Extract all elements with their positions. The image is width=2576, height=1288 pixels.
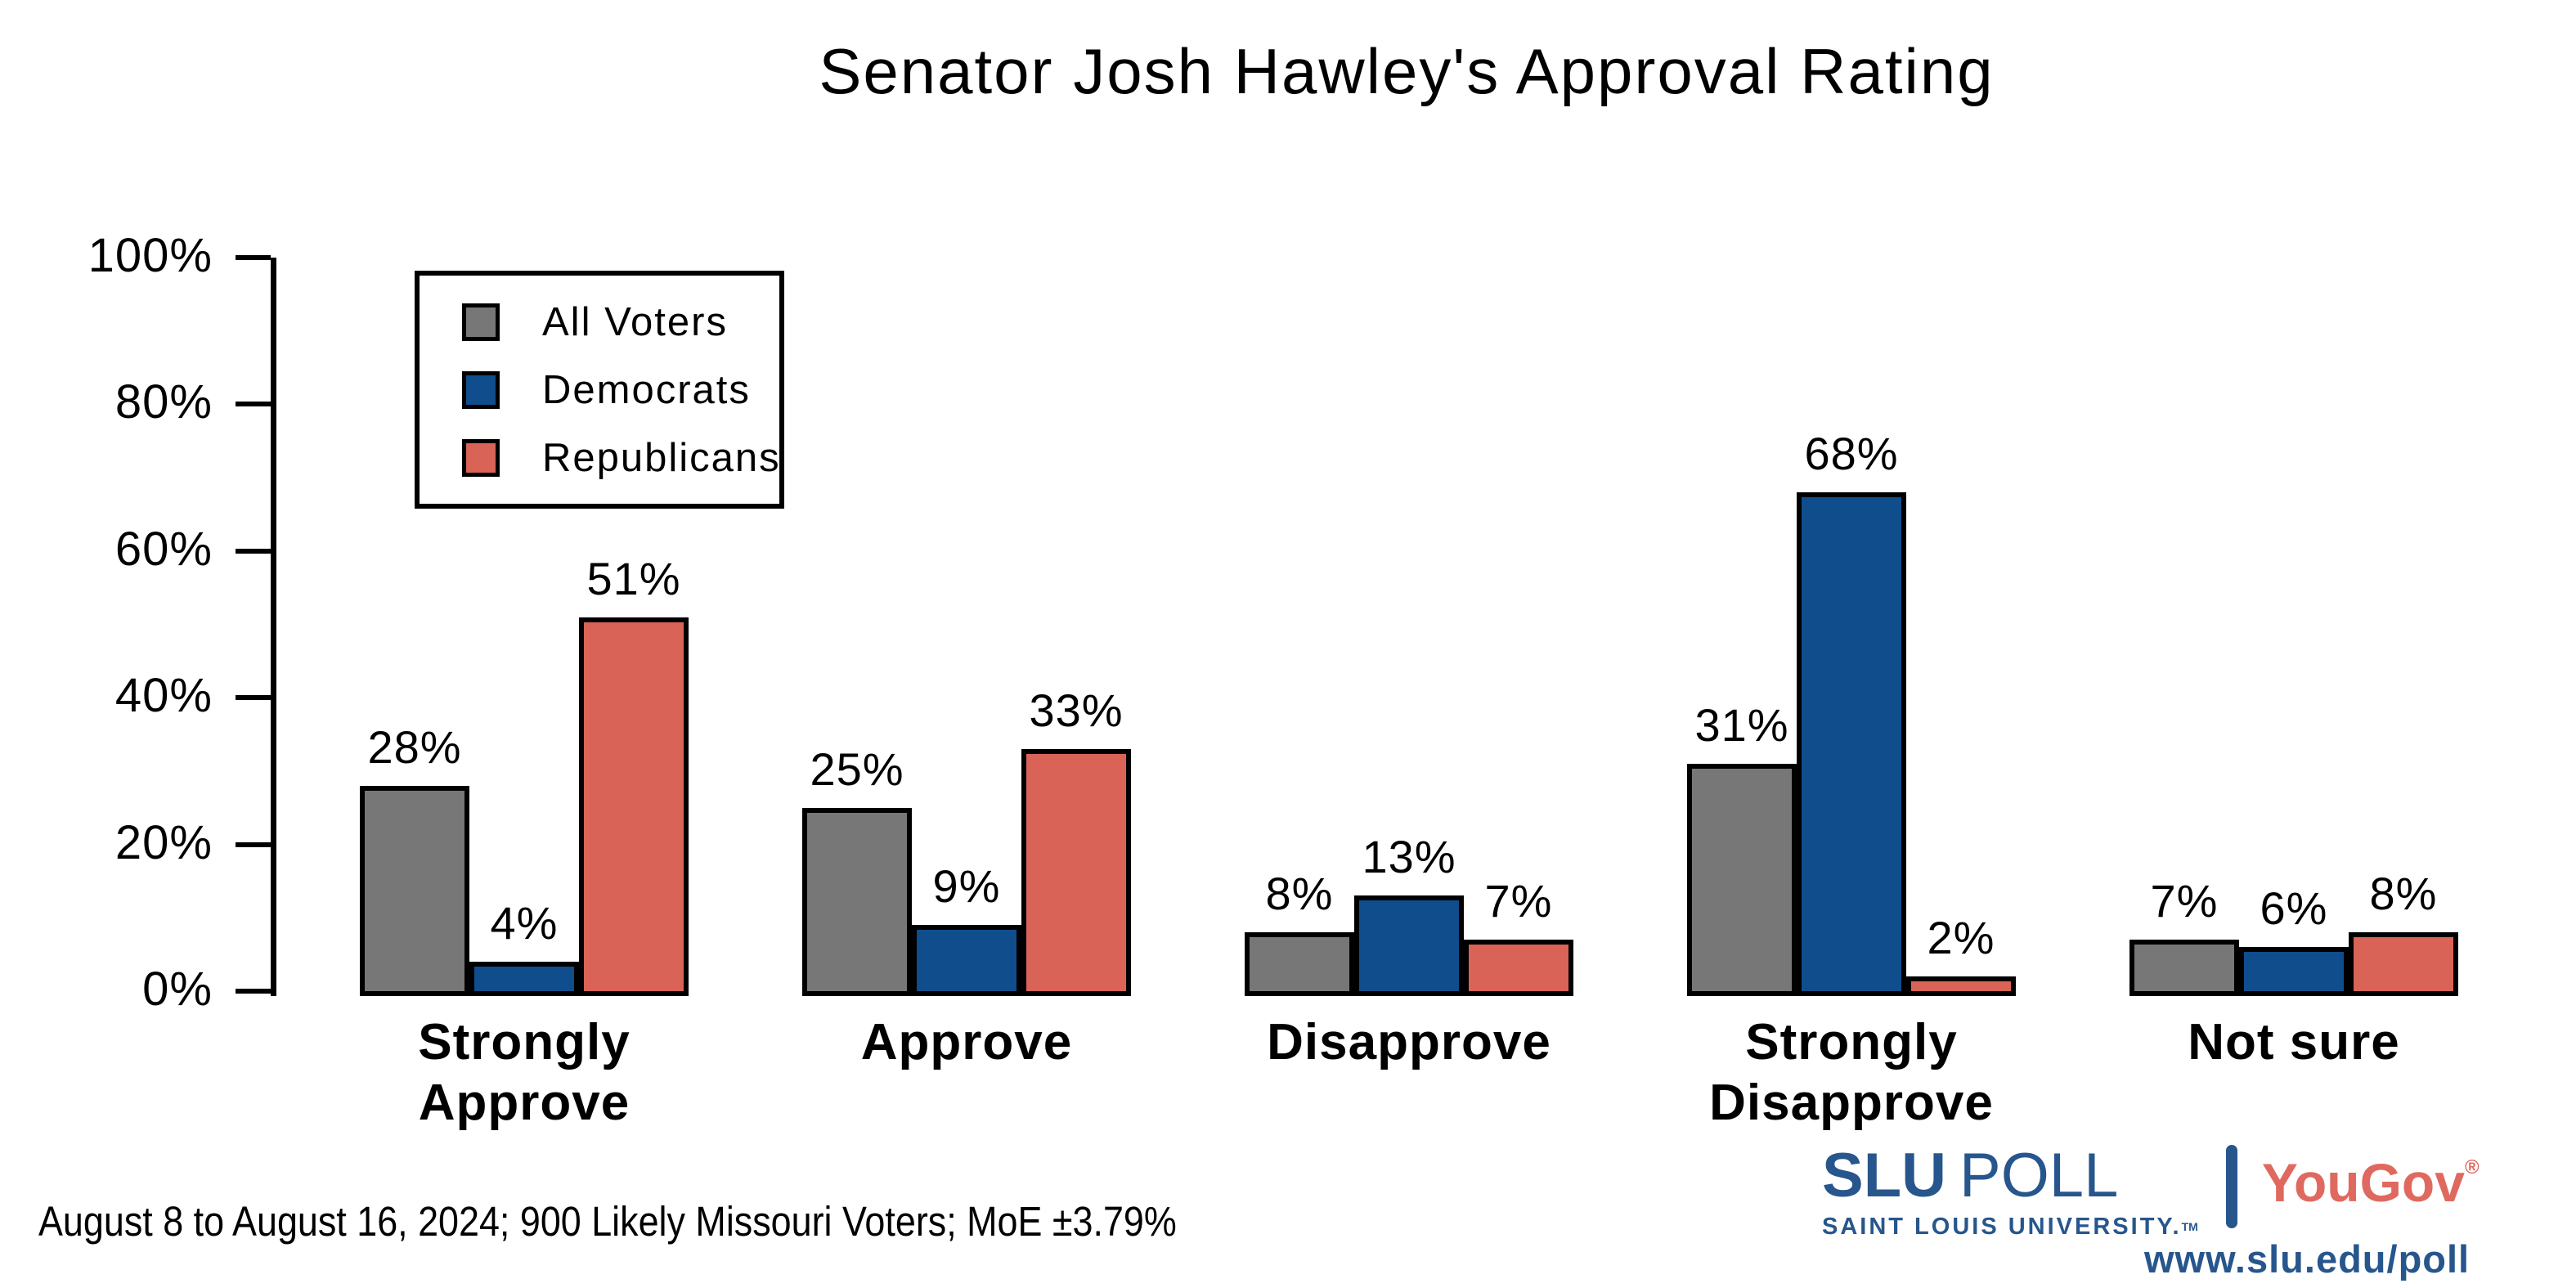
democrats-swatch-icon <box>462 370 500 409</box>
bar-value-label: 7% <box>2150 875 2219 927</box>
slu-poll-url: www.slu.edu/poll <box>2144 1237 2471 1281</box>
bar-republicans <box>1021 748 1131 996</box>
x-category-label: Strongly Disapprove <box>1709 1014 1994 1131</box>
bar-republicans <box>579 617 689 996</box>
bar-value-label: 31% <box>1694 698 1789 751</box>
bar-value-label: 33% <box>1029 684 1124 736</box>
bar-all-voters <box>802 807 912 996</box>
bar-value-label: 7% <box>1484 875 1553 927</box>
x-category-label: Approve <box>860 1014 1073 1070</box>
y-axis-tick-label: 0% <box>142 963 213 1016</box>
bar-democrats <box>469 962 579 996</box>
bar-value-label: 9% <box>932 860 1001 913</box>
bar-all-voters <box>1245 932 1354 996</box>
bar-all-voters <box>360 785 469 996</box>
y-axis-tick-label: 60% <box>114 522 213 576</box>
legend-label: All Voters <box>542 299 728 344</box>
trademark-symbol: TM <box>2181 1220 2198 1233</box>
legend-label: Republicans <box>542 435 781 480</box>
bar-all-voters <box>2129 940 2239 996</box>
bar-value-label: 4% <box>490 897 559 949</box>
bar-democrats <box>2239 947 2349 996</box>
x-category-label: Disapprove <box>1267 1014 1551 1070</box>
x-category-label: Strongly Approve <box>418 1014 631 1131</box>
all-voters-swatch-icon <box>462 303 500 341</box>
branding-block: SLU POLL SAINT LOUIS UNIVERSITY.TM YouGov… <box>1822 1145 2480 1241</box>
chart-title: Senator Josh Hawley's Approval Rating <box>819 35 1995 107</box>
y-axis-tick-label: 40% <box>114 669 213 723</box>
bar-republicans <box>1464 940 1573 996</box>
legend-label: Democrats <box>542 367 751 412</box>
y-axis-tick <box>236 989 271 994</box>
yougov-logo: YouGov® <box>2262 1151 2480 1214</box>
slu-poll-logo: SLU POLL SAINT LOUIS UNIVERSITY.TM <box>1822 1145 2198 1241</box>
poll-wordmark-text: POLL <box>1959 1141 2119 1210</box>
republicans-swatch-icon <box>462 438 500 477</box>
bar-value-label: 13% <box>1362 831 1456 883</box>
bar-all-voters <box>1687 763 1797 996</box>
y-axis-tick-label: 20% <box>114 815 213 869</box>
bar-value-label: 25% <box>810 743 904 795</box>
legend: All Voters Democrats Republicans <box>415 271 784 509</box>
bar-democrats <box>1797 492 1906 996</box>
y-axis-tick <box>236 548 271 554</box>
bar-value-label: 8% <box>1265 868 1334 920</box>
y-axis-line <box>271 258 276 996</box>
bar-republicans <box>2349 932 2458 996</box>
slu-university-label: SAINT LOUIS UNIVERSITY. <box>1822 1214 2182 1240</box>
yougov-wordmark-text: YouGov <box>2261 1152 2465 1213</box>
slu-poll-wordmark: SLU POLL <box>1822 1145 2198 1207</box>
source-note: August 8 to August 16, 2024; 900 Likely … <box>38 1198 1177 1245</box>
y-axis-tick <box>236 255 271 260</box>
slu-university-text: SAINT LOUIS UNIVERSITY.TM <box>1822 1214 2198 1241</box>
bar-value-label: 6% <box>2260 882 2328 935</box>
x-category-label: Not sure <box>2188 1014 2400 1070</box>
legend-item-all-voters: All Voters <box>462 299 779 345</box>
bar-republicans <box>1906 976 2016 996</box>
y-axis-tick-label: 80% <box>114 375 213 429</box>
legend-item-republicans: Republicans <box>462 435 779 481</box>
bar-value-label: 2% <box>1927 912 1995 964</box>
y-axis-tick <box>236 841 271 847</box>
brand-separator-bar <box>2225 1145 2237 1228</box>
registered-symbol: ® <box>2464 1156 2480 1178</box>
bar-democrats <box>1354 895 1464 996</box>
bar-value-label: 28% <box>367 720 462 773</box>
bar-value-label: 51% <box>586 552 681 604</box>
slu-wordmark-text: SLU <box>1822 1141 1946 1210</box>
y-axis-tick <box>236 695 271 701</box>
bar-democrats <box>912 925 1021 996</box>
legend-item-democrats: Democrats <box>462 367 779 413</box>
bar-value-label: 68% <box>1804 428 1899 480</box>
y-axis-tick-label: 100% <box>88 229 213 282</box>
bar-value-label: 8% <box>2369 868 2438 920</box>
y-axis-tick <box>236 402 271 407</box>
